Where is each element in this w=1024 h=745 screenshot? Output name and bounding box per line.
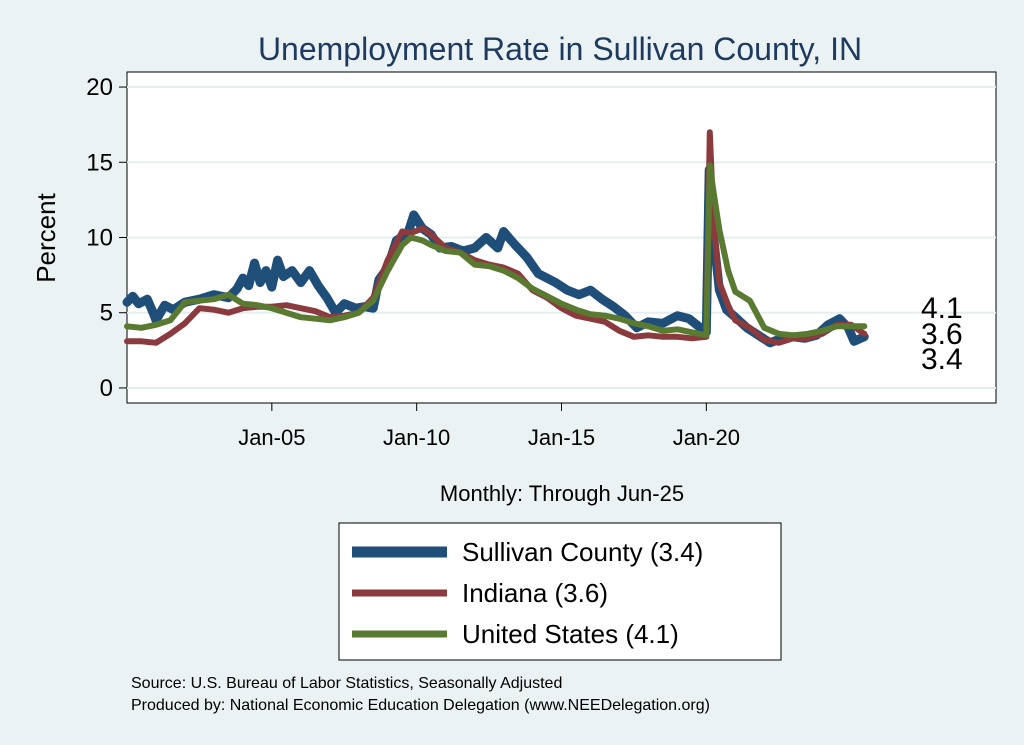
chart-title: Unemployment Rate in Sullivan County, IN — [258, 31, 862, 67]
x-tick-label: Jan-15 — [528, 425, 595, 450]
end-point-dot — [861, 330, 868, 337]
end-value-label: 4.1 — [921, 292, 963, 325]
y-tick-label: 10 — [86, 225, 113, 252]
legend-label: Sullivan County (3.4) — [462, 537, 703, 567]
legend-label: United States (4.1) — [462, 619, 679, 649]
grid-lines — [127, 86, 996, 389]
x-tick-label: Jan-20 — [673, 425, 740, 450]
x-tick-label: Jan-05 — [238, 425, 305, 450]
series-line — [124, 162, 868, 339]
end-point-dot — [861, 323, 868, 330]
y-axis-label: Percent — [31, 192, 61, 282]
legend: Sullivan County (3.4) Indiana (3.6) United… — [352, 537, 703, 649]
y-tick-label: 20 — [86, 74, 113, 101]
x-axis-label: Monthly: Through Jun-25 — [440, 481, 684, 506]
y-tick-label: 0 — [100, 375, 113, 402]
source-note: Source: U.S. Bureau of Labor Statistics,… — [131, 675, 562, 692]
end-labels: 3.43.64.1 — [861, 292, 963, 376]
series-line — [122, 165, 869, 348]
x-axis: Jan-05 Jan-10 Jan-15 Jan-20 — [238, 403, 740, 450]
series-lines — [122, 129, 869, 348]
x-tick-label: Jan-10 — [383, 425, 450, 450]
y-tick-label: 5 — [100, 300, 113, 327]
end-value-label: 3.6 — [921, 318, 963, 351]
y-axis: 0 5 10 15 20 — [86, 74, 127, 402]
end-value-label: 3.4 — [921, 343, 963, 376]
produced-note: Produced by: National Economic Education… — [131, 697, 710, 714]
legend-label: Indiana (3.6) — [462, 578, 608, 608]
y-tick-label: 15 — [86, 149, 113, 176]
